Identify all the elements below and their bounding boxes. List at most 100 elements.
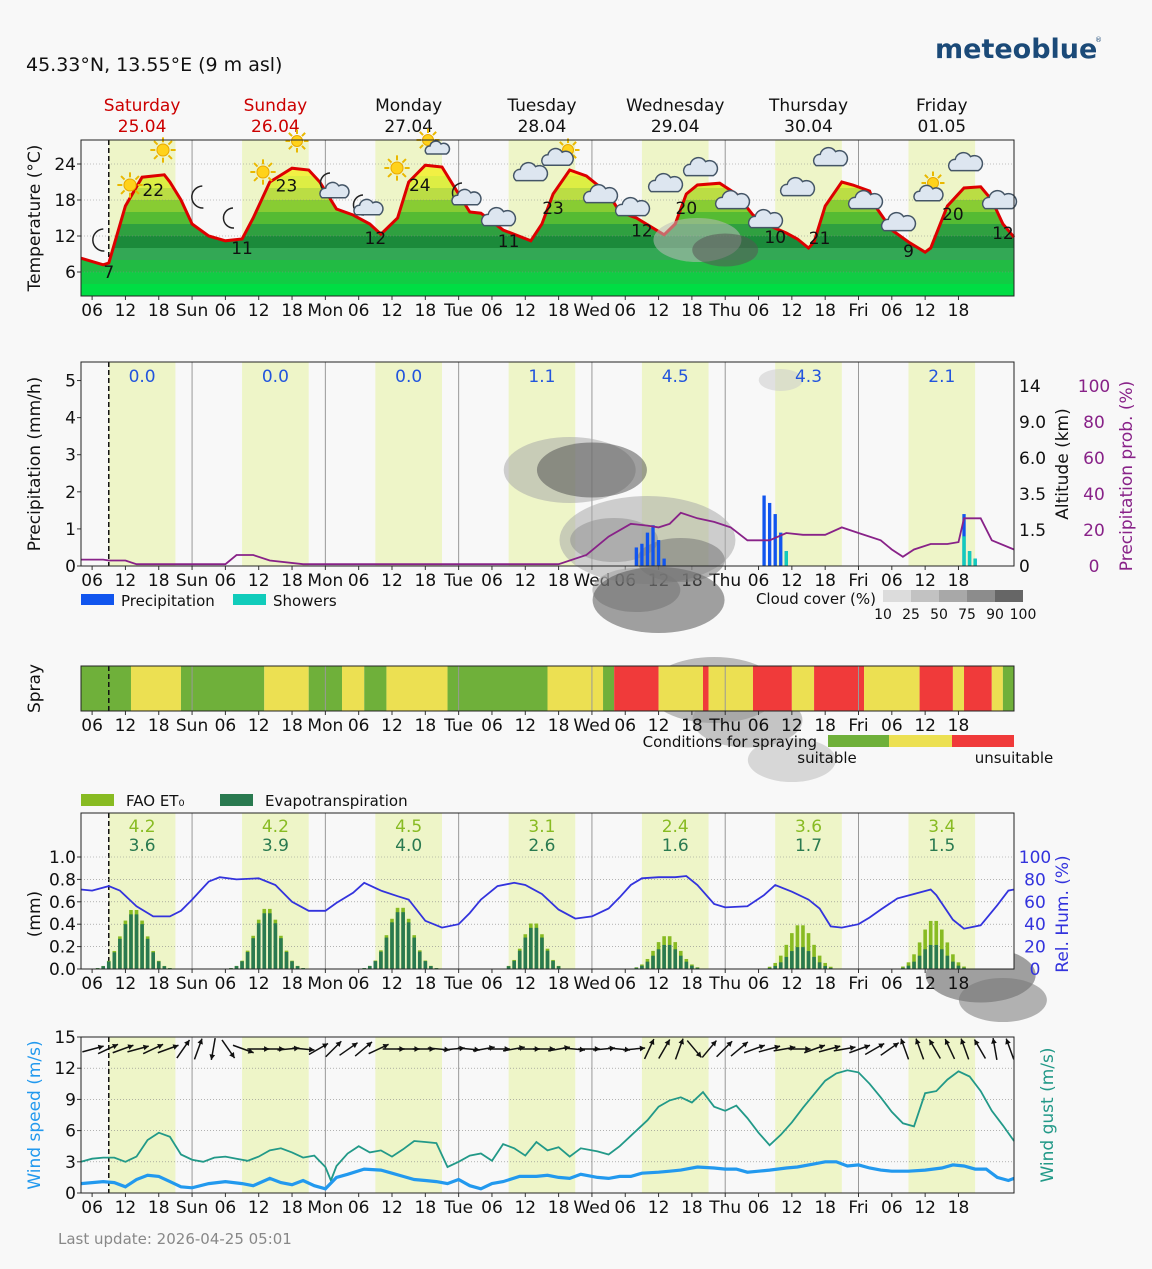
- x-tick-label: 12: [914, 571, 936, 591]
- x-tick-label: 06: [748, 571, 770, 591]
- cloud-cover-swatch: [939, 590, 967, 602]
- temperature-value-label: 23: [542, 199, 564, 219]
- x-tick-label: 18: [281, 301, 303, 321]
- x-tick-label: 06: [215, 1198, 237, 1218]
- precipitation-bar: [651, 525, 655, 566]
- evapotranspiration-bar: [640, 965, 644, 969]
- daily-fao-total: 3.6: [795, 817, 822, 837]
- cloud-cover-tick: 90: [986, 607, 1004, 623]
- evapotranspiration-bar: [817, 962, 822, 969]
- daylight-band: [508, 1037, 576, 1193]
- temperature-value-label: 12: [365, 229, 387, 249]
- evapotranspiration-bar: [123, 924, 128, 969]
- cloud-cover-area: [747, 738, 836, 782]
- legend-swatch-precipitation: [81, 594, 114, 605]
- spray-segment: [991, 666, 1003, 711]
- cloud-shape: [480, 206, 517, 227]
- x-tick-label: 18: [681, 1198, 703, 1218]
- evapotranspiration-bar: [429, 966, 433, 969]
- humidity-tick-label: 20: [1024, 938, 1046, 958]
- wind-direction-arrow: [743, 1044, 766, 1054]
- cloud-icon: [947, 151, 984, 172]
- evapotranspiration-bar: [245, 951, 250, 969]
- cloud-shape: [714, 189, 751, 210]
- arrow-head: [142, 1044, 149, 1051]
- probability-tick-label: 60: [1083, 449, 1105, 469]
- sun-ray: [419, 131, 424, 136]
- sun-ray: [401, 158, 407, 164]
- wind-direction-arrow: [368, 1043, 389, 1055]
- y-tick-label: 6: [65, 1122, 76, 1142]
- x-tick-label: 18: [814, 301, 836, 321]
- arrow-head: [678, 1038, 684, 1045]
- evapotranspiration-bar: [106, 961, 111, 969]
- legend-evapo: Evapotranspiration: [265, 792, 408, 810]
- temperature-band: [81, 284, 1014, 296]
- sun-ray: [120, 189, 126, 195]
- x-tick-label: Wed: [573, 716, 610, 736]
- sun-ray: [559, 141, 564, 146]
- cloud-icon: [512, 161, 549, 182]
- temperature-value-label: 7: [103, 263, 114, 283]
- spray-segment: [752, 666, 792, 711]
- arrow-head: [308, 1046, 315, 1053]
- cloud-icon: [541, 147, 574, 166]
- x-tick-label: 18: [948, 716, 970, 736]
- x-tick-label: Sun: [176, 974, 208, 994]
- x-tick-label: Wed: [573, 301, 610, 321]
- spray-segment: [658, 666, 703, 711]
- arrow-head: [184, 1039, 190, 1046]
- sun-ray: [267, 162, 273, 168]
- cloud-shape: [947, 151, 984, 172]
- spray-segment: [791, 666, 815, 711]
- legend-swatch-showers: [233, 594, 266, 605]
- cloud-icon: [880, 211, 917, 232]
- evapotranspiration-bar: [545, 950, 550, 969]
- precipitation-bar: [656, 540, 661, 566]
- x-tick-label: 06: [215, 716, 237, 736]
- day-date-4: 29.04: [651, 117, 700, 137]
- arrow-head: [991, 1038, 997, 1044]
- cloud-shape: [512, 161, 549, 182]
- precipitation-bar: [634, 547, 639, 566]
- wind-direction-arrow: [944, 1038, 956, 1060]
- wind-direction-arrow: [623, 1045, 646, 1052]
- cloud-shape: [779, 176, 816, 197]
- y-tick-label: 0.8: [49, 870, 76, 890]
- evapotranspiration-bar: [279, 938, 283, 969]
- day-date-6: 01.05: [917, 117, 966, 137]
- x-tick-label: 06: [215, 974, 237, 994]
- wind-direction-arrow: [643, 1038, 655, 1060]
- sun-ray: [120, 175, 126, 181]
- x-tick-label: 18: [948, 974, 970, 994]
- day-date-3: 28.04: [518, 117, 567, 137]
- evapotranspiration-bar: [690, 965, 694, 969]
- arrow-head: [818, 1044, 825, 1050]
- spray-segment: [130, 666, 181, 711]
- day-name-5: Thursday: [768, 96, 848, 116]
- evapotranspiration-bar: [379, 951, 383, 969]
- arrow-head: [97, 1044, 104, 1051]
- panel-border: [80, 812, 1015, 970]
- wind-direction-arrow: [112, 1044, 134, 1054]
- evapotranspiration-bar: [651, 955, 655, 969]
- sun-ray: [387, 172, 393, 178]
- x-tick-label: 12: [381, 571, 403, 591]
- daily-fao-total: 3.4: [928, 817, 955, 837]
- wind-direction-arrow: [209, 1038, 216, 1060]
- cloud-shape: [353, 198, 384, 216]
- wind-direction-arrow: [97, 1043, 119, 1055]
- x-tick-label: 18: [148, 716, 170, 736]
- moon-icon: [191, 185, 204, 209]
- cloud-cover-tick: 10: [874, 607, 892, 623]
- evapotranspiration-bar: [645, 961, 650, 969]
- arrow-head: [209, 1054, 216, 1060]
- wind-direction-arrow: [658, 1039, 671, 1059]
- sun-ray: [288, 145, 293, 150]
- arrow-head: [112, 1043, 119, 1050]
- evapotranspiration-bar: [295, 966, 300, 969]
- evapotranspiration-bar: [290, 961, 294, 969]
- arrow-head: [351, 1042, 358, 1049]
- cloud-icon: [747, 208, 784, 229]
- x-tick-label: Tue: [443, 974, 473, 994]
